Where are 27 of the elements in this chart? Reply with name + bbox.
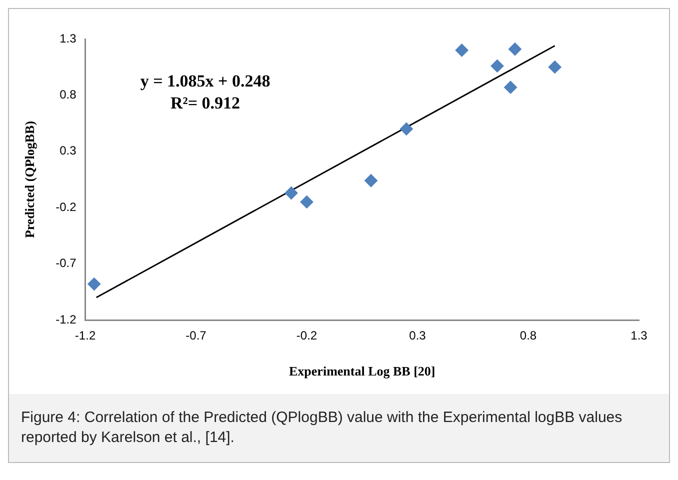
y-tick-label: 0.8 [60, 88, 77, 102]
y-tick-label: 0.3 [60, 144, 77, 158]
point [284, 186, 298, 200]
x-tick-label: 1.3 [630, 328, 648, 343]
point [88, 278, 101, 291]
point [504, 80, 518, 94]
x-tick-label: -0.2 [296, 328, 318, 343]
x-tick-label: 0.8 [520, 328, 537, 343]
x-tick-label: 0.3 [409, 328, 426, 343]
annotation: y = 1.085x + 0.248 [140, 71, 270, 90]
point [400, 122, 413, 136]
point [508, 42, 522, 56]
caption: Figure 4: Correlation of the Predicted (QPlogBB) value with the Experimental logBB values reported by Karelson et al., [14]. [9, 394, 669, 462]
y-tick-label: -0.2 [56, 200, 77, 214]
y-tick-label: -0.7 [56, 256, 77, 270]
point [364, 174, 378, 188]
x-tick-label: -0.7 [186, 328, 207, 343]
point [548, 60, 562, 74]
y-tick-label: 1.3 [60, 31, 77, 46]
point [455, 44, 468, 57]
x-tick-label: -1.2 [74, 328, 96, 343]
point [300, 195, 314, 208]
point [490, 59, 504, 72]
y-axis-title: Predicted (QPlogBB) [22, 120, 38, 238]
x-axis-title: Experimental Log BB [20] [289, 364, 436, 379]
annotation: R²= 0.912 [170, 93, 240, 112]
y-tick-label: -1.2 [56, 312, 77, 326]
